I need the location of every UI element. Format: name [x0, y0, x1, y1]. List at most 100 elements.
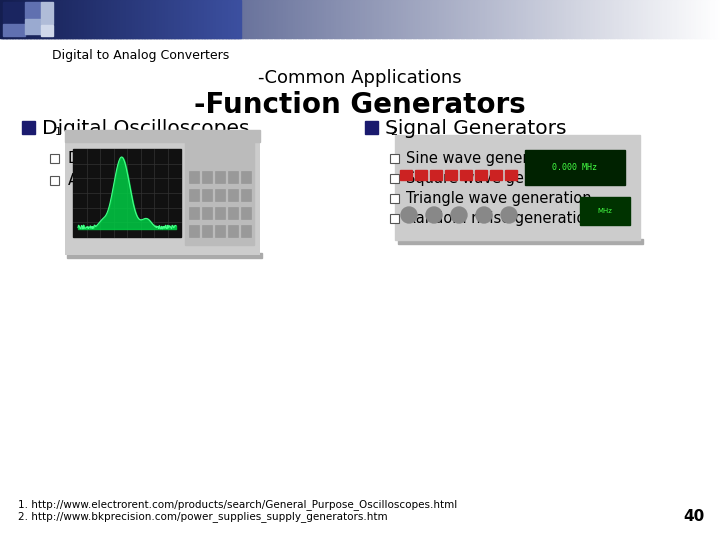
Bar	[84, 0, 88, 38]
Bar	[535, 0, 539, 38]
Bar	[228, 207, 238, 219]
Bar	[470, 0, 474, 38]
Bar	[626, 0, 630, 38]
Bar	[216, 0, 220, 38]
Bar	[703, 0, 706, 38]
Bar	[135, 0, 138, 38]
Bar	[108, 0, 112, 38]
Bar	[50, 154, 59, 163]
Bar	[53, 0, 56, 38]
Bar	[144, 0, 148, 38]
Bar	[139, 0, 143, 38]
Bar	[374, 0, 378, 38]
Bar	[670, 0, 673, 38]
Bar	[27, 0, 30, 38]
Bar	[259, 0, 263, 38]
Bar	[463, 0, 467, 38]
Bar	[521, 0, 524, 38]
Bar	[186, 0, 189, 38]
Bar	[525, 150, 625, 185]
Bar	[243, 0, 246, 38]
Bar	[149, 0, 152, 38]
Bar	[73, 149, 181, 237]
Bar	[257, 0, 260, 38]
Bar	[125, 0, 128, 38]
Bar	[432, 0, 436, 38]
Bar	[228, 0, 231, 38]
Bar	[315, 0, 318, 38]
Bar	[123, 0, 127, 38]
Bar	[290, 0, 294, 38]
Bar	[199, 0, 202, 38]
Bar	[588, 0, 591, 38]
Bar	[283, 0, 287, 38]
Bar	[221, 0, 224, 38]
Bar	[144, 0, 148, 38]
Bar	[166, 0, 169, 38]
Bar	[590, 0, 594, 38]
Bar	[150, 0, 153, 38]
Bar	[698, 0, 702, 38]
Bar	[225, 0, 229, 38]
Bar	[516, 0, 519, 38]
Bar	[3, 2, 25, 24]
Bar	[607, 0, 611, 38]
Bar	[461, 0, 464, 38]
Bar	[605, 0, 608, 38]
Text: 0.000 MHz: 0.000 MHz	[552, 163, 598, 172]
Bar	[557, 0, 560, 38]
Bar	[578, 0, 582, 38]
Bar	[120, 0, 123, 38]
Bar	[81, 0, 84, 38]
Bar	[192, 0, 195, 38]
Bar	[614, 0, 618, 38]
Bar	[545, 0, 548, 38]
Bar	[403, 0, 407, 38]
Bar	[33, 0, 37, 38]
Bar	[241, 189, 251, 201]
Bar	[398, 239, 643, 244]
Bar	[228, 0, 232, 38]
Bar	[51, 0, 55, 38]
Text: 1. http://www.electrorent.com/products/search/General_Purpose_Oscilloscopes.html: 1. http://www.electrorent.com/products/s…	[18, 499, 457, 510]
Bar	[324, 0, 328, 38]
Bar	[111, 0, 114, 38]
Text: Random noise generation: Random noise generation	[406, 211, 595, 226]
Bar	[595, 0, 598, 38]
Bar	[189, 225, 199, 237]
Bar	[99, 0, 102, 38]
Bar	[161, 0, 164, 38]
Bar	[202, 171, 212, 183]
Bar	[487, 0, 490, 38]
Bar	[353, 0, 356, 38]
Bar	[490, 0, 493, 38]
Bar	[178, 0, 181, 38]
Bar	[192, 0, 196, 38]
Bar	[41, 0, 44, 38]
Text: Square wave generation: Square wave generation	[406, 171, 585, 186]
Bar	[490, 170, 502, 180]
Bar	[686, 0, 690, 38]
Bar	[163, 0, 166, 38]
Bar	[156, 0, 160, 38]
Bar	[333, 0, 337, 38]
Bar	[348, 0, 351, 38]
Bar	[168, 0, 171, 38]
Bar	[495, 0, 498, 38]
Bar	[580, 197, 630, 225]
Bar	[238, 0, 241, 38]
Bar	[218, 0, 222, 38]
Bar	[456, 0, 459, 38]
Bar	[54, 0, 58, 38]
Bar	[445, 170, 457, 180]
Bar	[319, 0, 323, 38]
Circle shape	[451, 207, 467, 223]
Bar	[423, 0, 426, 38]
Bar	[657, 0, 661, 38]
Bar	[475, 170, 487, 180]
Bar	[531, 0, 534, 38]
Bar	[48, 0, 51, 38]
Bar	[505, 170, 517, 180]
Bar	[241, 207, 251, 219]
Bar	[105, 0, 109, 38]
